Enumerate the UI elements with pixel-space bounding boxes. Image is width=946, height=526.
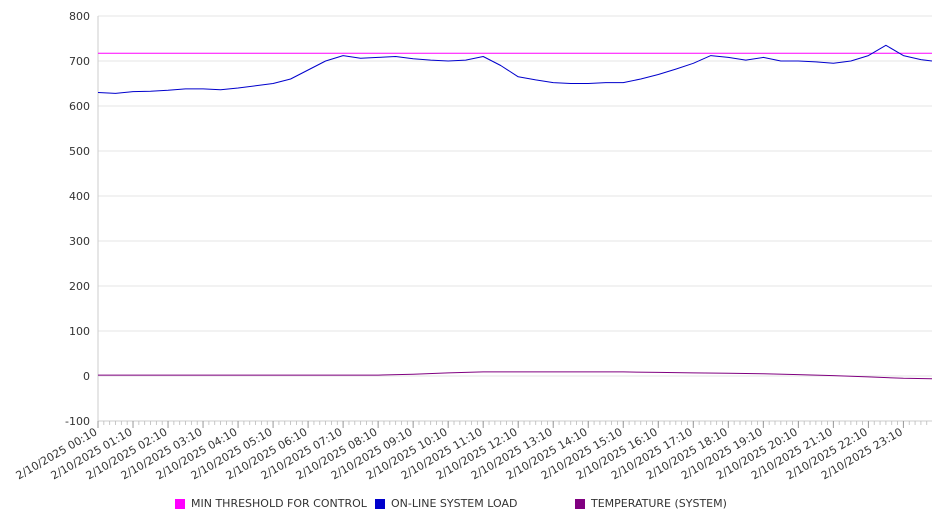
legend-item-min-threshold[interactable]: MIN THRESHOLD FOR CONTROL (175, 497, 367, 510)
line-chart: -100 0 100 200 300 400 500 600 700 800 2/10/2025 … (14, 10, 933, 482)
grid-lines (98, 15, 932, 422)
y-tick-label: 400 (69, 190, 90, 203)
legend-label-system-load: ON-LINE SYSTEM LOAD (391, 497, 518, 510)
legend-item-temperature[interactable]: TEMPERATURE (SYSTEM) (575, 497, 727, 510)
y-tick-label: 200 (69, 280, 90, 293)
legend-label-temperature: TEMPERATURE (SYSTEM) (591, 497, 727, 510)
y-tick-label: 100 (69, 325, 90, 338)
y-tick-label: -100 (65, 415, 90, 428)
legend-swatch-temperature (575, 498, 585, 509)
legend-label-min-threshold: MIN THRESHOLD FOR CONTROL (191, 497, 367, 510)
y-tick-label: 700 (69, 55, 90, 68)
y-tick-label: 800 (69, 10, 90, 23)
x-axis: 2/10/2025 00:102/10/2025 01:102/10/2025 … (14, 420, 932, 482)
y-axis: -100 0 100 200 300 400 500 600 700 800 (65, 10, 99, 428)
series-lines (97, 44, 933, 380)
y-tick-label: 500 (69, 145, 90, 158)
legend-item-system-load[interactable]: ON-LINE SYSTEM LOAD (375, 497, 517, 510)
legend-swatch-min-threshold (175, 498, 185, 509)
legend: MIN THRESHOLD FOR CONTROL ON-LINE SYSTEM… (0, 497, 946, 513)
series-temperature (98, 371, 933, 380)
series-system-load (97, 44, 933, 94)
y-tick-label: 0 (83, 370, 90, 383)
legend-swatch-system-load (375, 498, 385, 509)
y-tick-label: 300 (69, 235, 90, 248)
y-tick-label: 600 (69, 100, 90, 113)
